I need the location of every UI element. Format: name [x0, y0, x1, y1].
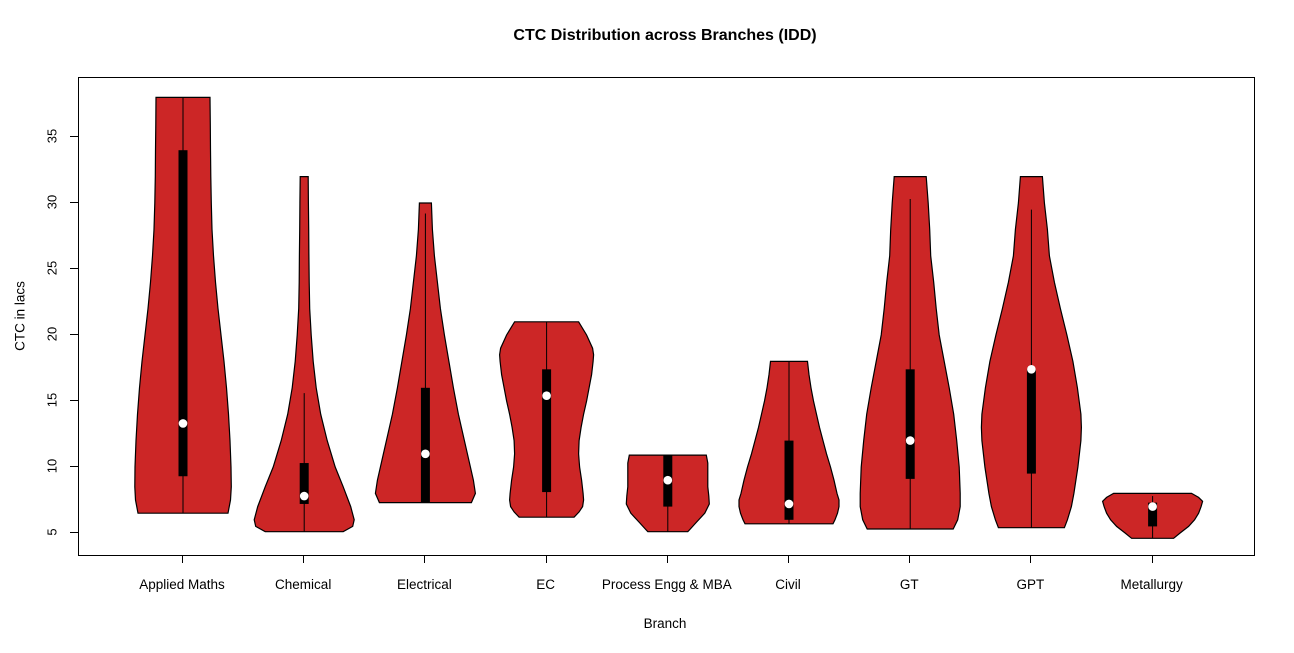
x-axis-tick-label: Civil — [775, 577, 801, 592]
x-axis-tick — [1151, 555, 1153, 563]
iqr-box — [905, 369, 915, 479]
y-axis-tick — [70, 136, 78, 137]
median-dot — [1148, 502, 1157, 511]
x-axis-tick-label: GT — [899, 577, 919, 592]
y-axis-tick — [70, 268, 78, 269]
y-axis-tick — [70, 400, 78, 401]
x-axis-tick-label: EC — [536, 577, 555, 592]
iqr-box — [542, 369, 552, 493]
plot-area — [78, 77, 1255, 556]
median-dot — [905, 436, 915, 445]
x-axis-title: Branch — [643, 616, 687, 631]
y-axis-tick — [70, 466, 78, 467]
y-axis-tick-label: 25 — [44, 260, 60, 276]
x-axis-tick — [666, 555, 668, 563]
iqr-box — [1148, 502, 1158, 527]
y-axis-tick — [70, 334, 78, 335]
y-axis-tick-label: 35 — [44, 128, 60, 144]
iqr-box — [299, 463, 309, 504]
y-axis-tick-label: 10 — [44, 458, 60, 474]
y-axis-tick — [70, 532, 78, 533]
violin-plot-canvas — [134, 96, 1204, 539]
x-axis-tick-label: Process Engg & MBA — [601, 577, 732, 592]
iqr-box — [1026, 369, 1036, 474]
median-dot — [542, 391, 551, 401]
y-axis-tick-label: 15 — [44, 392, 60, 408]
x-axis-tick-label: GPT — [1016, 577, 1045, 592]
x-axis-tick — [788, 555, 789, 563]
y-axis-title: CTC in lacs — [12, 281, 28, 351]
chart-title: CTC Distribution across Branches (IDD) — [513, 27, 817, 44]
iqr-box — [178, 150, 188, 477]
x-axis-tick-label: Chemical — [275, 577, 332, 592]
x-axis-tick — [545, 555, 547, 563]
y-axis-tick — [70, 202, 78, 203]
iqr-box — [784, 440, 794, 520]
y-axis-tick-label: 30 — [44, 194, 60, 210]
y-axis-tick-label: 20 — [44, 326, 60, 342]
x-axis-tick — [909, 555, 911, 563]
x-axis-tick — [303, 555, 305, 563]
median-dot — [299, 491, 309, 501]
x-axis-tick — [182, 555, 183, 563]
median-dot — [663, 475, 673, 485]
violin-shape — [253, 175, 355, 533]
median-dot — [1027, 365, 1036, 374]
x-axis-tick-label: Metallurgy — [1120, 577, 1183, 592]
x-axis-tick-label: Applied Maths — [139, 577, 225, 592]
x-axis-tick-label: Electrical — [397, 577, 452, 592]
median-dot — [178, 419, 188, 428]
iqr-box — [420, 387, 430, 503]
x-axis-tick — [424, 555, 426, 563]
median-dot — [421, 449, 430, 459]
x-axis-tick — [1030, 555, 1032, 563]
y-axis-tick-label: 5 — [44, 528, 60, 536]
median-dot — [784, 499, 794, 509]
